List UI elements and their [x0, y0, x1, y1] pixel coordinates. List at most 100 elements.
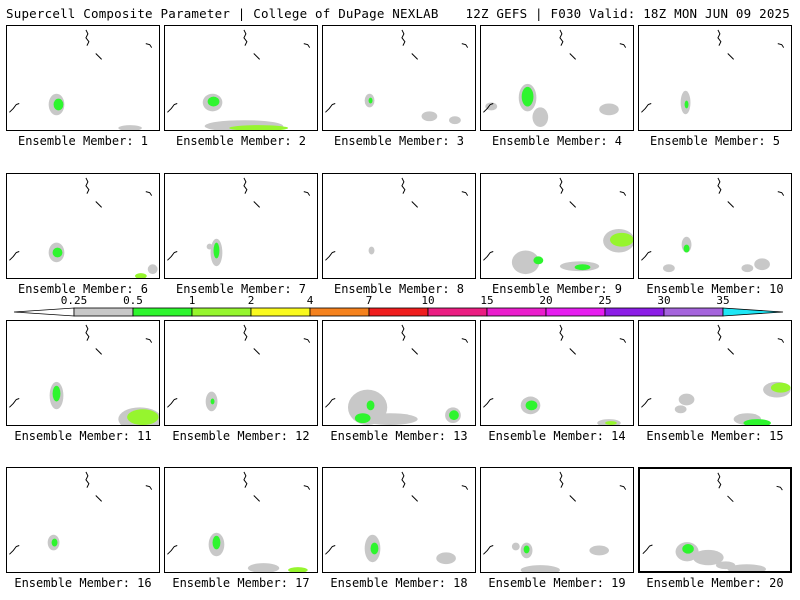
scp-contour-high — [743, 419, 771, 425]
scp-contour-low — [589, 545, 609, 556]
coastline-west — [641, 251, 652, 261]
scp-contour-high — [354, 413, 371, 424]
coastline-east — [619, 338, 627, 343]
scale-segment — [309, 307, 370, 317]
map-panel-member-3[interactable] — [322, 25, 476, 131]
coastline-east — [619, 43, 627, 48]
coastline-east — [145, 43, 153, 48]
coastline-island — [411, 53, 418, 60]
member-label: Ensemble Member: 16 — [14, 576, 152, 590]
coastline-west — [483, 398, 494, 408]
scp-map — [325, 471, 469, 565]
scp-contour-high — [523, 545, 530, 554]
member-label: Ensemble Member: 13 — [330, 429, 468, 443]
coastline-north — [717, 29, 722, 46]
scale-segment — [73, 307, 134, 317]
scp-contour-low — [206, 243, 213, 250]
coastline-north — [401, 324, 406, 341]
member-label: Ensemble Member: 11 — [14, 429, 152, 443]
scp-map — [641, 324, 791, 425]
coastline-east — [461, 191, 469, 196]
member-label: Ensemble Member: 15 — [646, 429, 784, 443]
scp-contour-high — [229, 125, 289, 130]
scp-contour-high — [683, 244, 690, 253]
scp-contour-high — [605, 421, 617, 425]
map-panel-member-19[interactable] — [480, 467, 634, 573]
map-panel-member-4[interactable] — [480, 25, 634, 131]
scp-contour-high — [525, 400, 538, 411]
scale-tick-label: 10 — [421, 294, 435, 307]
scp-contour-low — [118, 125, 142, 130]
coastline-north — [85, 29, 90, 46]
scp-contour-low — [511, 250, 540, 275]
coastline-island — [411, 348, 418, 355]
coastline-west — [325, 103, 336, 113]
member-label: Ensemble Member: 4 — [491, 134, 623, 148]
map-panel-member-6[interactable] — [6, 173, 160, 279]
coastline-east — [461, 43, 469, 48]
coastline-island — [727, 53, 734, 60]
coastline-west — [641, 103, 652, 113]
coastline-north — [717, 177, 722, 194]
coastline-island — [253, 348, 260, 355]
scp-map — [641, 29, 785, 115]
member-label: Ensemble Member: 17 — [172, 576, 310, 590]
scp-contour-low — [674, 405, 687, 414]
coastline-east — [619, 191, 627, 196]
map-panel-member-7[interactable] — [164, 173, 318, 279]
scp-contour-high — [51, 538, 58, 547]
coastline-north — [85, 324, 90, 341]
scale-tick-label: 0.5 — [123, 294, 143, 307]
coastline-north — [243, 29, 248, 46]
coastline-east — [619, 485, 627, 490]
coastline-west — [483, 103, 494, 113]
coastline-island — [569, 495, 576, 502]
coastline-east — [303, 338, 311, 343]
map-panel-member-12[interactable] — [164, 320, 318, 426]
scp-contour-low — [532, 107, 549, 128]
map-panel-member-15[interactable] — [638, 320, 792, 426]
map-panel-member-18[interactable] — [322, 467, 476, 573]
scale-segment — [486, 307, 547, 317]
map-panel-member-8[interactable] — [322, 173, 476, 279]
member-label: Ensemble Member: 5 — [649, 134, 781, 148]
member-label: Ensemble Member: 7 — [175, 282, 307, 296]
map-panel-member-11[interactable] — [6, 320, 160, 426]
map-panel-member-10[interactable] — [638, 173, 792, 279]
map-panel-member-16[interactable] — [6, 467, 160, 573]
scp-map — [483, 177, 633, 275]
map-panel-member-1[interactable] — [6, 25, 160, 131]
scale-segment — [604, 307, 665, 317]
coastline-east — [303, 43, 311, 48]
scp-contour-low — [754, 258, 770, 271]
coastline-west — [325, 398, 336, 408]
map-panel-member-5[interactable] — [638, 25, 792, 131]
coastline-east — [777, 43, 785, 48]
scp-contour-high — [609, 232, 633, 247]
map-panel-member-2[interactable] — [164, 25, 318, 131]
map-panel-member-17[interactable] — [164, 467, 318, 573]
coastline-west — [9, 251, 20, 261]
coastline-west — [167, 251, 178, 261]
map-panel-member-14[interactable] — [480, 320, 634, 426]
coastline-east — [777, 191, 785, 196]
member-label: Ensemble Member: 3 — [333, 134, 465, 148]
map-panel-member-9[interactable] — [480, 173, 634, 279]
scale-tick-label: 1 — [188, 294, 196, 307]
member-label: Ensemble Member: 1 — [17, 134, 149, 148]
scp-contour-high — [288, 567, 308, 572]
scp-map — [9, 177, 158, 278]
map-panel-member-20[interactable] — [638, 467, 792, 573]
coastline-west — [483, 251, 494, 261]
coastline-west — [9, 398, 20, 408]
member-label: Ensemble Member: 2 — [175, 134, 307, 148]
scp-map — [167, 29, 311, 130]
scp-map — [325, 177, 469, 261]
coastline-north — [559, 177, 564, 194]
scp-contour-high — [127, 409, 159, 425]
scp-contour-low — [692, 549, 724, 566]
map-panel-member-13[interactable] — [322, 320, 476, 426]
coastline-north — [243, 177, 248, 194]
coastline-east — [461, 485, 469, 490]
scale-segment — [545, 307, 606, 317]
